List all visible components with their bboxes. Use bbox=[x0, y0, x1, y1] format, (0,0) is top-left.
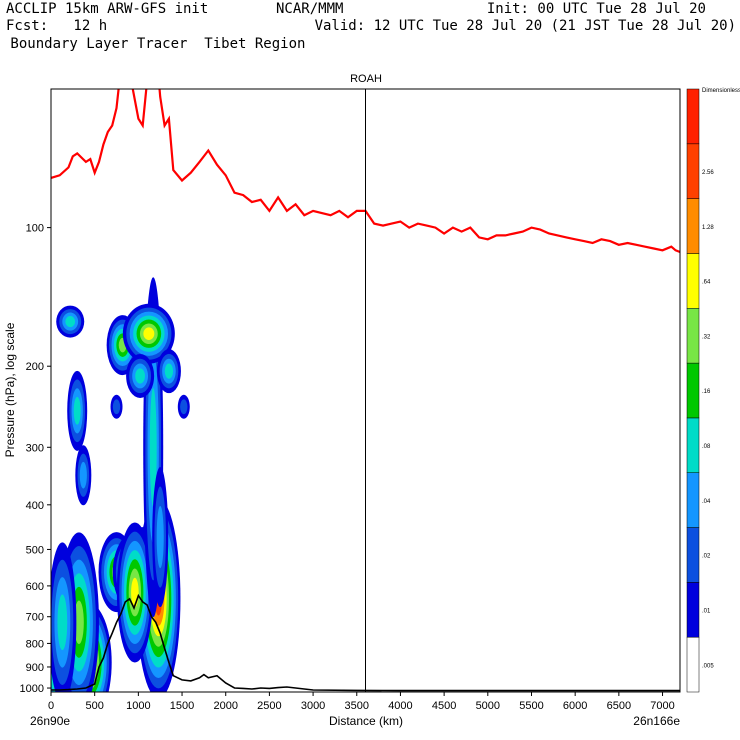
x-axis-label: Distance (km) bbox=[329, 714, 403, 728]
series-lines bbox=[51, 89, 680, 692]
y-tick-label: 400 bbox=[26, 500, 44, 512]
plume-contour bbox=[180, 399, 188, 415]
colorbar-swatch bbox=[686, 253, 700, 309]
series-line bbox=[51, 593, 680, 692]
colorbar-level-label: .08 bbox=[702, 444, 711, 450]
colorbar-swatch bbox=[686, 362, 700, 419]
colorbar-swatch bbox=[686, 527, 700, 583]
x-tick-label: 5500 bbox=[519, 700, 543, 712]
colorbar-swatch bbox=[686, 143, 700, 199]
y-tick-label: 200 bbox=[26, 361, 44, 373]
plot-frame bbox=[50, 88, 681, 693]
x-tick-label: 6500 bbox=[607, 700, 631, 712]
header-left-line2: Fcst: 12 h bbox=[6, 18, 108, 34]
plume-contour bbox=[156, 505, 164, 569]
x-tick-label: 7000 bbox=[650, 700, 674, 712]
plume-contour bbox=[164, 363, 174, 379]
colorbar-swatch bbox=[686, 88, 700, 145]
y-axis-ticks: 100 200 300 400 500 600 700 800 900 1000 bbox=[20, 223, 51, 695]
colorbar-level-label: .01 bbox=[702, 609, 711, 615]
colorbar-level-label: .16 bbox=[702, 389, 711, 395]
plume-contour bbox=[57, 594, 68, 651]
plume-contour bbox=[149, 388, 157, 507]
y-tick-label: 700 bbox=[26, 612, 44, 624]
x-tick-label: 0 bbox=[48, 700, 54, 712]
plume-contour bbox=[79, 461, 87, 489]
colorbar-swatch bbox=[686, 198, 700, 254]
x-tick-label: 2500 bbox=[257, 700, 281, 712]
plume-contour bbox=[112, 399, 121, 415]
x-tick-label: 4500 bbox=[432, 700, 456, 712]
header-left-line1: ACCLIP 15km ARW-GFS init bbox=[6, 1, 209, 17]
plume-contour bbox=[73, 396, 81, 425]
y-tick-label: 1000 bbox=[20, 683, 44, 695]
colorbar-level-label: .64 bbox=[702, 280, 711, 286]
plume-contour bbox=[65, 316, 76, 328]
y-tick-label: 800 bbox=[26, 638, 44, 650]
y-tick-label: 100 bbox=[26, 223, 44, 235]
colorbar-swatch bbox=[686, 417, 700, 473]
tracer-plume bbox=[51, 277, 190, 692]
x-tick-label: 3500 bbox=[345, 700, 369, 712]
y-tick-label: 600 bbox=[26, 581, 44, 593]
x-tick-label: 4000 bbox=[388, 700, 412, 712]
colorbar-level-label: 1.28 bbox=[702, 225, 714, 231]
x-tick-label: 1500 bbox=[170, 700, 194, 712]
x-tick-label: 5000 bbox=[476, 700, 500, 712]
plume-contour bbox=[74, 600, 84, 645]
colorbar-level-label: .04 bbox=[702, 499, 711, 505]
x-tick-label: 1000 bbox=[126, 700, 150, 712]
y-tick-label: 300 bbox=[26, 442, 44, 454]
x-tick-label: 6000 bbox=[563, 700, 587, 712]
y-tick-label: 900 bbox=[26, 662, 44, 674]
series-line bbox=[51, 89, 680, 254]
colorbar-unit-label: Dimensionless bbox=[702, 88, 740, 94]
y-axis-label: Pressure (hPa), log scale bbox=[3, 322, 17, 457]
header-center-line1: NCAR/MMM bbox=[276, 1, 344, 17]
colorbar-swatch bbox=[686, 472, 700, 528]
colorbar-level-label: 2.56 bbox=[702, 170, 714, 176]
colorbar-swatch bbox=[686, 582, 700, 638]
y-tick-label: 500 bbox=[26, 544, 44, 556]
colorbar-level-label: .32 bbox=[702, 334, 711, 340]
header-left-line3: Boundary Layer Tracer Tibet Region bbox=[2, 36, 306, 52]
x-end-label: 26n166e bbox=[633, 714, 680, 728]
colorbar-swatch bbox=[686, 308, 700, 364]
x-axis-ticks: 0 500 1000 1500 2000 2500 3000 3500 4000 4500 5000… bbox=[48, 692, 675, 712]
x-tick-label: 2000 bbox=[213, 700, 237, 712]
colorbar: .005 .01 .02 .04 .08 .16 .32 .64 1.28 2.56 Dimensi… bbox=[686, 88, 740, 693]
header-right-line2: Valid: 12 UTC Tue 28 Jul 20 (21 JST Tue … bbox=[314, 18, 736, 34]
colorbar-swatch bbox=[686, 636, 700, 693]
colorbar-level-label: .005 bbox=[702, 663, 714, 669]
x-tick-label: 500 bbox=[86, 700, 104, 712]
plume-contour bbox=[143, 327, 155, 341]
chart-title: ROAH bbox=[350, 73, 382, 85]
plume-contour bbox=[135, 368, 145, 384]
colorbar-level-label: .02 bbox=[702, 554, 711, 560]
x-start-label: 26n90e bbox=[30, 714, 70, 728]
header-right-line1: Init: 00 UTC Tue 28 Jul 20 bbox=[486, 1, 706, 17]
x-tick-label: 3000 bbox=[301, 700, 325, 712]
